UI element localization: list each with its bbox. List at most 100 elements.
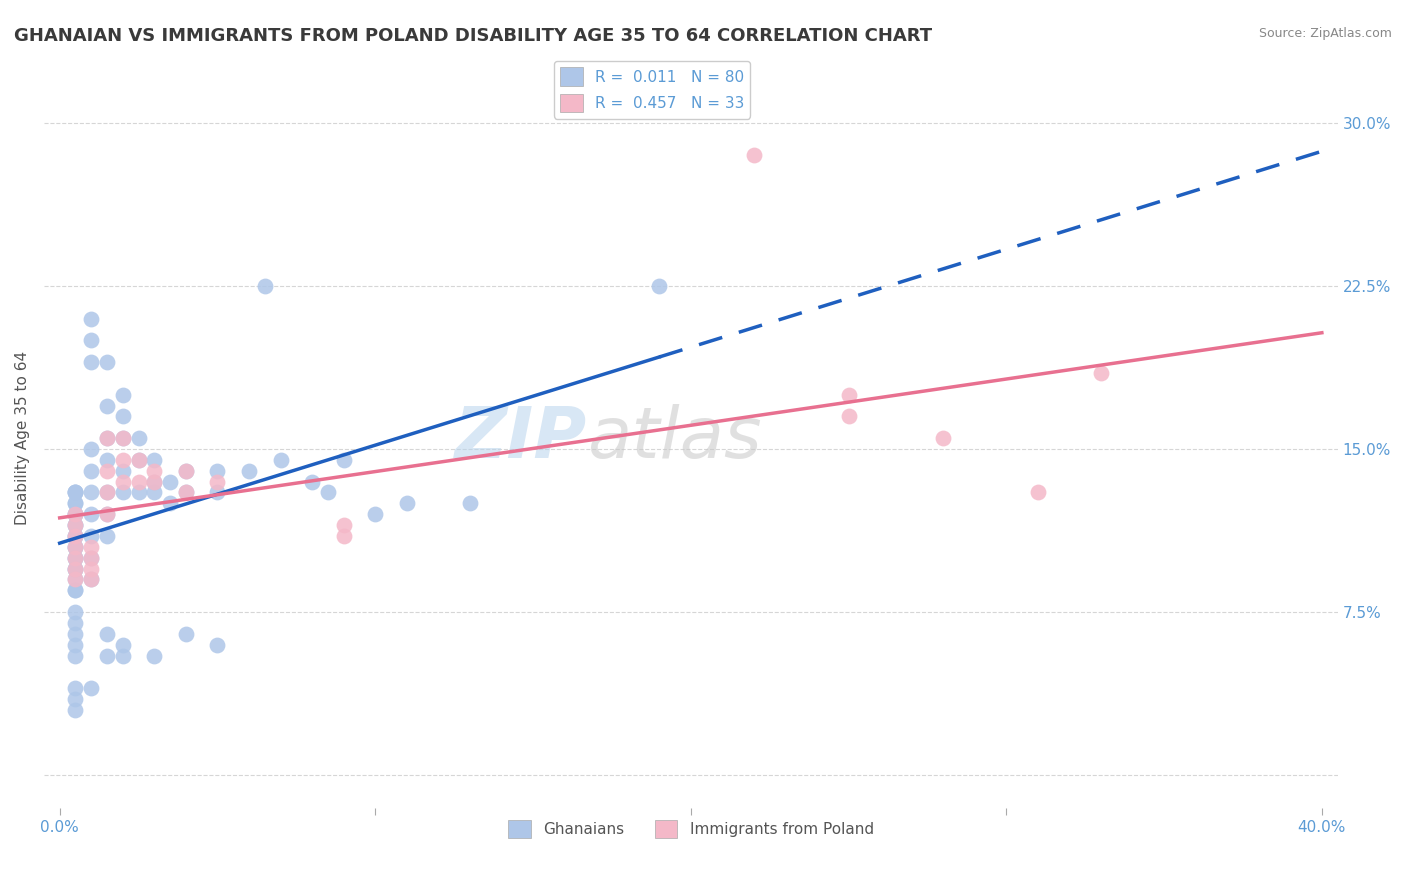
Point (65, 540, 87, 554)
Point (1090, 366, 1112, 380)
Point (65, 561, 87, 575)
Point (80, 311, 103, 326)
Point (111, 431, 134, 445)
Point (111, 387, 134, 401)
Point (65, 681, 87, 695)
Point (65, 518, 87, 533)
Point (143, 453, 166, 467)
Point (80, 540, 103, 554)
Point (159, 496, 181, 510)
Point (96, 507, 118, 521)
Point (838, 387, 860, 401)
Point (207, 475, 229, 489)
Point (65, 638, 87, 652)
Point (174, 627, 197, 641)
Point (65, 529, 87, 543)
Point (458, 496, 481, 510)
Point (207, 485, 229, 500)
Point (1026, 485, 1049, 500)
Point (143, 475, 166, 489)
Point (332, 453, 354, 467)
Point (65, 627, 87, 641)
Point (65, 529, 87, 543)
Point (65, 485, 87, 500)
Point (65, 573, 87, 587)
Point (174, 464, 197, 478)
Point (96, 453, 118, 467)
Point (96, 529, 118, 543)
Point (207, 638, 229, 652)
Point (80, 573, 103, 587)
Point (65, 583, 87, 598)
Point (111, 464, 134, 478)
Point (932, 431, 955, 445)
Point (96, 355, 118, 369)
Point (65, 485, 87, 500)
Point (65, 561, 87, 575)
Point (128, 485, 150, 500)
Point (65, 529, 87, 543)
Point (80, 561, 103, 575)
Point (143, 464, 166, 478)
Point (111, 431, 134, 445)
Text: ZIP: ZIP (456, 404, 588, 473)
Point (80, 529, 103, 543)
Text: GHANAIAN VS IMMIGRANTS FROM POLAND DISABILITY AGE 35 TO 64 CORRELATION CHART: GHANAIAN VS IMMIGRANTS FROM POLAND DISAB… (14, 27, 932, 45)
Point (80, 333, 103, 347)
Point (395, 496, 418, 510)
Point (65, 615, 87, 630)
Point (65, 692, 87, 706)
Point (238, 464, 260, 478)
Point (65, 518, 87, 533)
Point (128, 453, 150, 467)
Point (65, 518, 87, 533)
Point (111, 453, 134, 467)
Point (838, 409, 860, 424)
Point (111, 648, 134, 663)
Point (65, 507, 87, 521)
Point (316, 485, 339, 500)
Point (65, 648, 87, 663)
Point (143, 475, 166, 489)
Point (65, 550, 87, 565)
Point (648, 279, 671, 293)
Point (364, 507, 387, 521)
Point (111, 475, 134, 489)
Point (65, 605, 87, 619)
Point (111, 485, 134, 500)
Text: atlas: atlas (588, 404, 762, 473)
Point (65, 540, 87, 554)
Point (159, 475, 181, 489)
Point (270, 453, 292, 467)
Point (332, 529, 354, 543)
Point (65, 583, 87, 598)
Point (80, 550, 103, 565)
Point (80, 464, 103, 478)
Point (96, 431, 118, 445)
Point (128, 431, 150, 445)
Point (65, 703, 87, 717)
Legend: Ghanaians, Immigrants from Poland: Ghanaians, Immigrants from Poland (502, 814, 880, 845)
Point (128, 475, 150, 489)
Point (128, 453, 150, 467)
Point (80, 573, 103, 587)
Point (65, 540, 87, 554)
Point (143, 648, 166, 663)
Point (96, 648, 118, 663)
Point (301, 475, 323, 489)
Point (65, 496, 87, 510)
Point (253, 279, 276, 293)
Point (96, 399, 118, 413)
Point (111, 409, 134, 424)
Point (143, 485, 166, 500)
Point (96, 431, 118, 445)
Point (80, 550, 103, 565)
Point (80, 442, 103, 456)
Point (65, 550, 87, 565)
Point (80, 681, 103, 695)
Point (96, 485, 118, 500)
Point (174, 464, 197, 478)
Point (80, 485, 103, 500)
Point (80, 507, 103, 521)
Point (174, 485, 197, 500)
